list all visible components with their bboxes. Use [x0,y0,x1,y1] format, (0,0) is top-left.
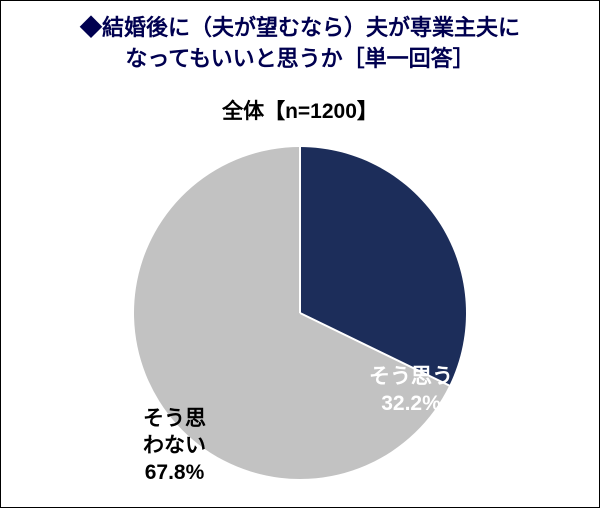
title-line-1: ◆結婚後に（夫が望むなら）夫が専業主夫に [31,13,569,44]
slice-label-yes: そう思う 32.2% [369,363,453,418]
title-line-2: なってもいいと思うか［単一回答］ [31,44,569,75]
slice-yes-line1: そう思う [369,365,453,388]
slice-yes-line2: 32.2% [381,392,441,415]
chart-title: ◆結婚後に（夫が望むなら）夫が専業主夫に なってもいいと思うか［単一回答］ [1,1,599,81]
slice-no-line1: そう思 [143,407,206,430]
chart-subtitle: 全体【n=1200】 [1,95,599,125]
slice-label-no: そう思 わない 67.8% [143,405,206,487]
pie-chart: そう思う 32.2% そう思 わない 67.8% [1,133,599,493]
slice-no-line3: 67.8% [145,461,205,484]
slice-no-line2: わない [143,434,206,457]
